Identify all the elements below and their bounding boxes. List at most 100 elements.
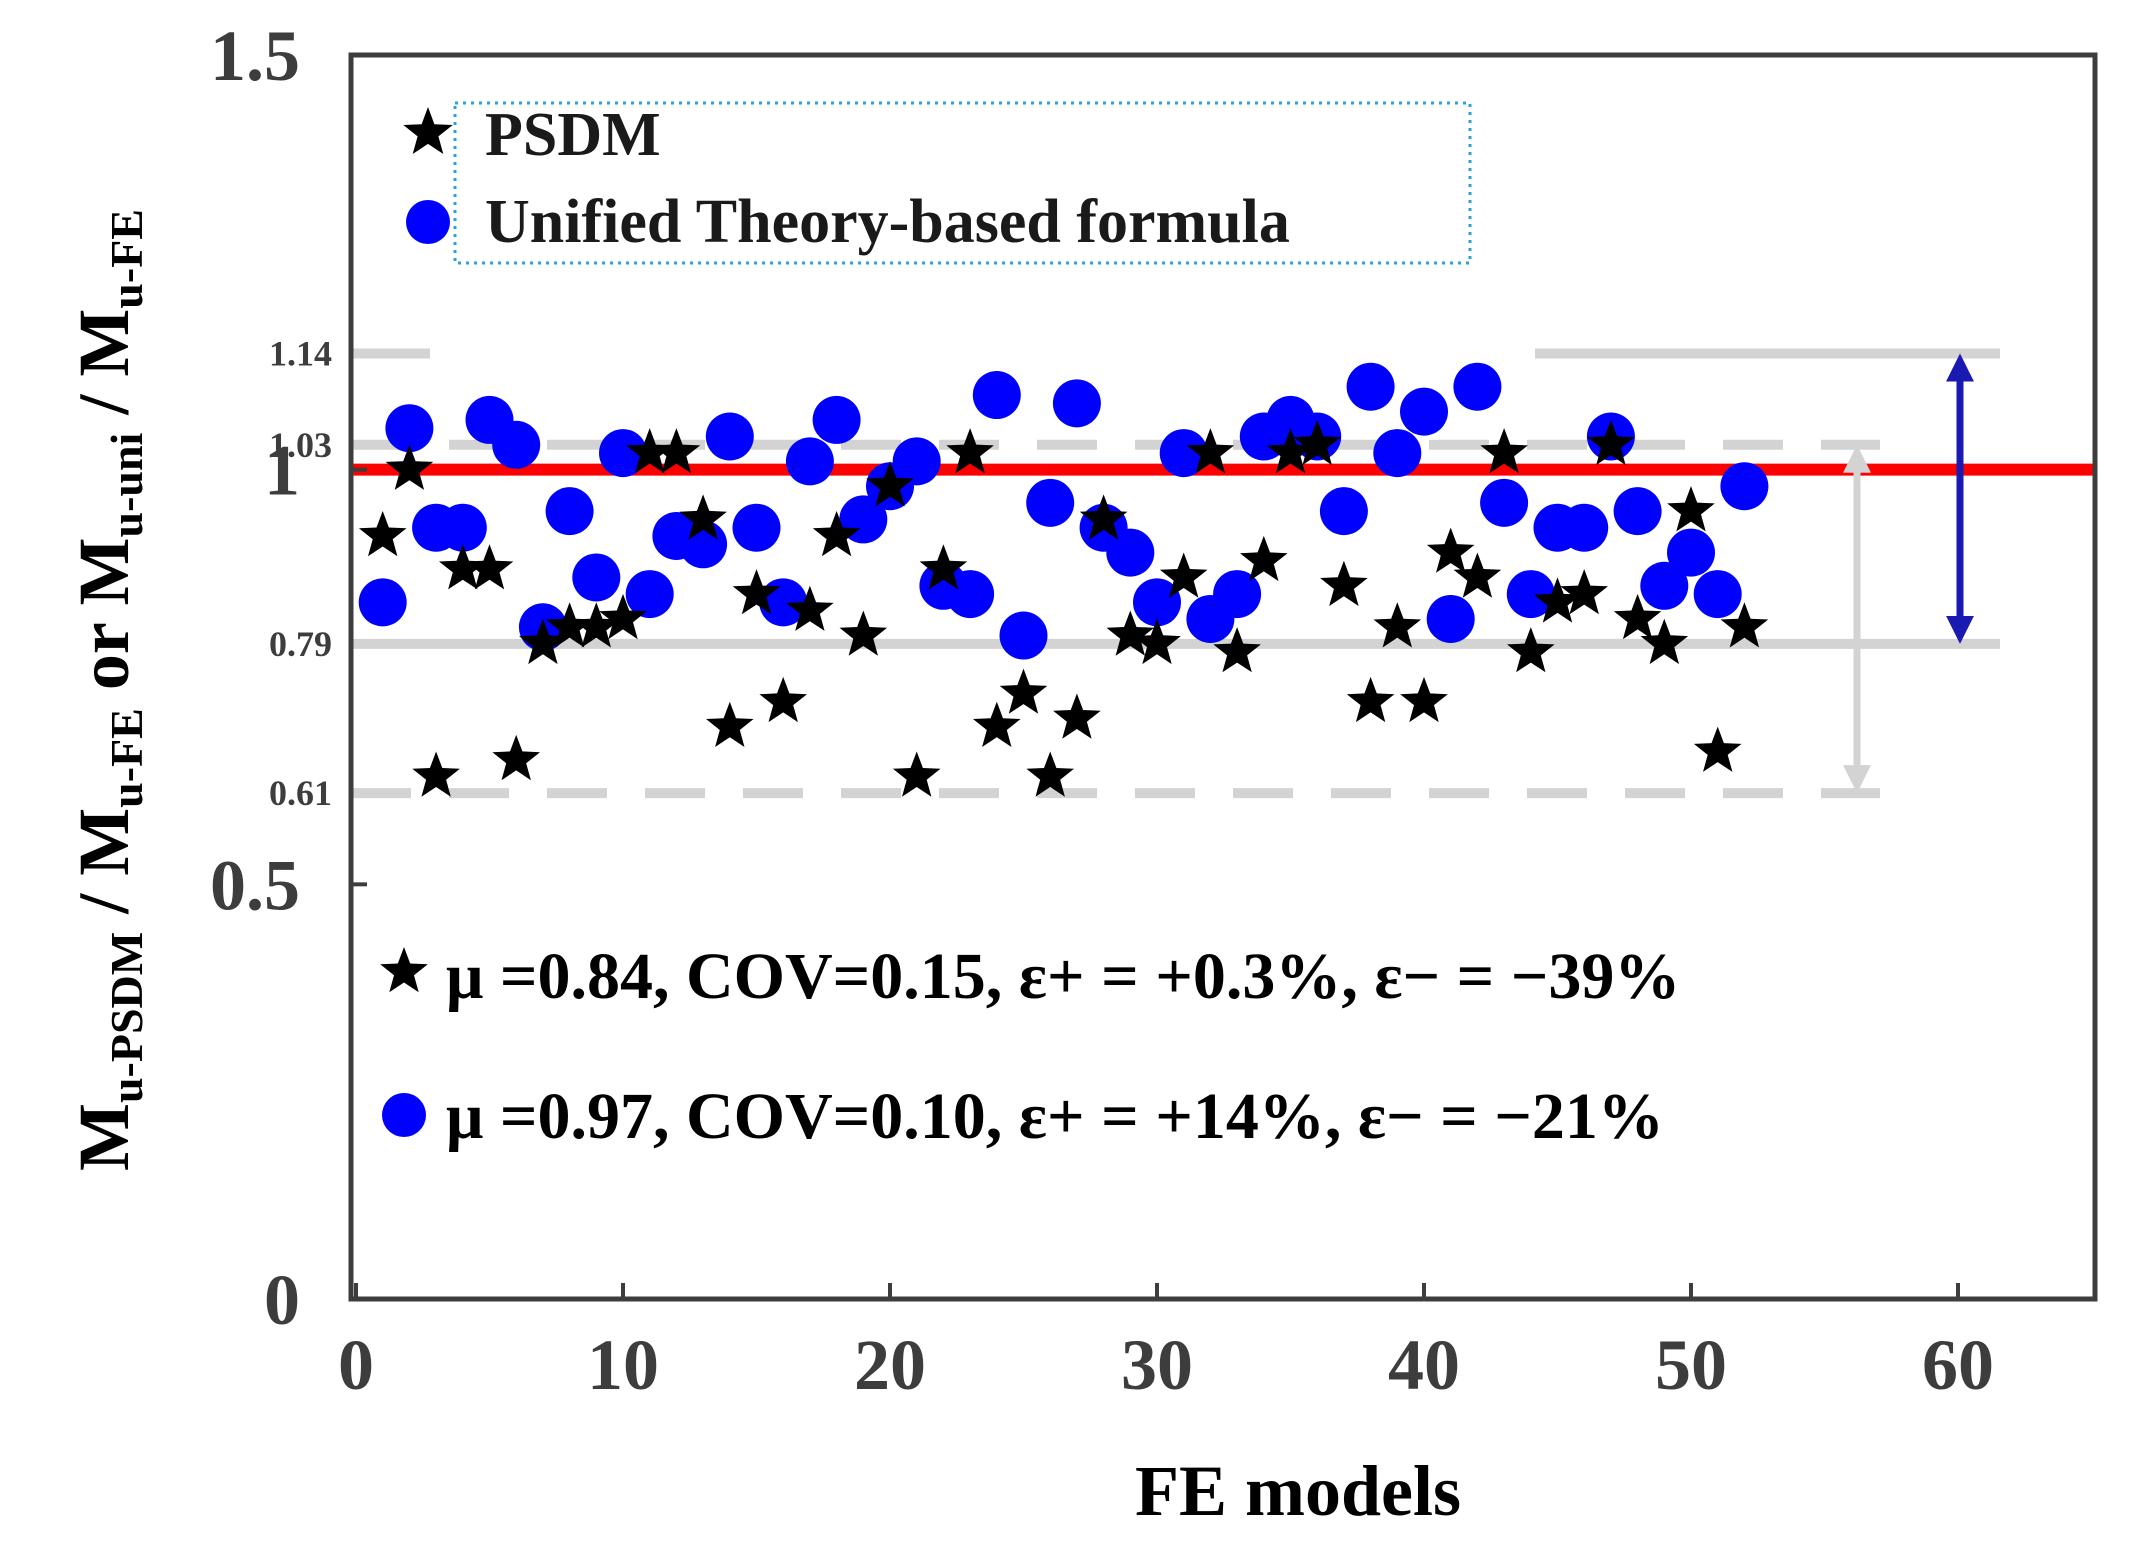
psdm-point [412,751,460,797]
unified-point [599,429,647,478]
psdm-point [1507,627,1555,673]
psdm-point [625,428,674,474]
x-tick-label: 0 [338,1325,374,1405]
plot-frame [348,52,2098,1302]
psdm-point [1587,419,1635,465]
psdm-point [1667,486,1715,532]
y-label-sub: u-uni [101,432,152,537]
unified-point [1613,487,1662,536]
stats-annotations: μ =0.84, COV=0.15, ε+ = +0.3%, ε− = −39%… [380,940,1680,1153]
psdm-point [1320,560,1368,606]
psdm-point [1346,676,1395,723]
psdm-point [1213,627,1261,673]
stats-circle-icon [382,1093,426,1137]
legend-box [453,101,1472,265]
unified-point [1560,503,1609,552]
unified-point [625,570,674,619]
ref-level-label: 0.61 [269,773,332,813]
y-tick-label: 1.5 [210,16,300,96]
psdm-point [358,511,407,557]
psdm-point [1480,428,1528,474]
psdm-point [1159,552,1208,598]
psdm-point [492,734,540,781]
psdm-point [999,668,1048,714]
unified-point [1453,362,1502,411]
psdm-point [545,602,594,648]
y-label-part: / M [64,808,144,932]
psdm-point [1373,602,1422,648]
unified-point [1106,528,1155,577]
psdm-point [1560,569,1608,615]
psdm-point [519,618,567,665]
unified-point [1400,387,1448,436]
x-tick-label: 60 [1922,1325,1994,1405]
legend-label-unified: Unified Theory-based formula [485,188,1290,256]
x-tick-label: 40 [1388,1325,1460,1405]
unified-point [946,570,995,619]
psdm-point [1266,428,1315,474]
psdm-point [1400,676,1448,723]
psdm-point [385,444,434,490]
psdm-point [732,569,781,615]
psdm-point [839,610,888,656]
psdm-point [1426,527,1475,573]
unified-point [1319,487,1368,536]
y-tick-label: 0 [264,1260,300,1340]
unified-point [1640,561,1689,610]
unified-point [1373,429,1422,478]
stats-star-icon [380,947,428,993]
axis-ticks: 0 10 20 30 40 50 60 0 0.5 1 1.5 [210,16,1994,1405]
psdm-point [1613,593,1662,640]
psdm-point [759,676,807,723]
x-tick-label: 30 [1121,1325,1193,1405]
unified-point [1506,570,1555,619]
y-label-part: / M [64,309,144,433]
unified-point [1426,594,1475,643]
y-label-sub: u-PSDM [101,932,152,1103]
psdm-point [465,544,514,590]
unified-point [1133,578,1181,627]
psdm-point [1079,494,1128,540]
psdm-point [1106,610,1155,656]
unified-point [1213,570,1262,619]
psdm-point [812,511,861,557]
psdm-point [1133,618,1181,665]
unified-point [1667,528,1715,577]
psdm-point [1453,552,1502,598]
unified-point [999,611,1048,660]
psdm-point [1240,535,1288,582]
psdm-point [919,544,968,590]
stats-psdm: μ =0.84, COV=0.15, ε+ = +0.3%, ε− = −39% [446,940,1680,1013]
unified-point [732,503,781,552]
psdm-point [786,585,834,631]
unified-point [492,420,541,469]
legend-label-psdm: PSDM [485,101,661,169]
data-points [358,362,1769,797]
psdm-point [679,494,727,540]
psdm-point [1186,428,1235,474]
unified-point [1026,478,1075,527]
unified-point [438,503,487,552]
unified-point [1159,429,1208,478]
psdm-point [1720,602,1769,648]
y-tick-label: 1 [264,431,300,511]
psdm-point [1053,693,1101,739]
x-tick-label: 10 [587,1325,659,1405]
unified-point [1720,462,1769,511]
psdm-point [706,701,754,747]
ref-level-label: 1.03 [269,425,332,465]
psdm-point [973,701,1021,747]
legend-circle-icon [406,200,450,244]
psdm-point [572,602,621,648]
y-label-sub: u-FE [101,708,152,808]
psdm-point [652,428,701,474]
unified-point [705,412,754,461]
y-tick-label: 0.5 [210,845,300,925]
psdm-point [892,751,941,797]
unified-point [572,553,621,602]
y-label-part: M [64,1103,144,1171]
unified-point [812,395,861,444]
unified-point [1693,570,1742,619]
ref-level-label: 1.14 [269,334,332,374]
